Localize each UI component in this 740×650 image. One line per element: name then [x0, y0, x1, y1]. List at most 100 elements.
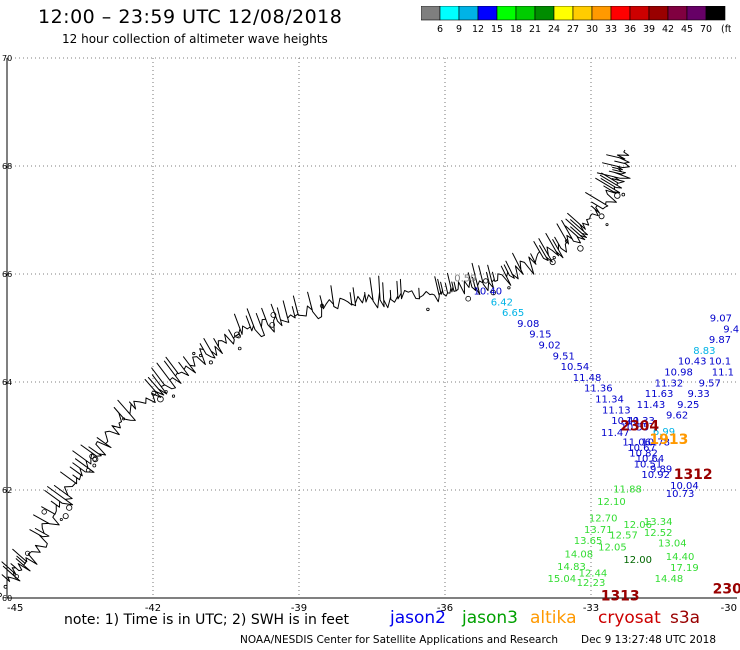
wave-height-value: 9.62: [666, 411, 688, 422]
wave-height-value: 9.08: [517, 319, 539, 330]
wave-height-value: 9.07: [710, 314, 732, 325]
wave-height-value: 6.42: [491, 297, 513, 308]
legend-tick-label: 24: [548, 24, 560, 35]
wave-height-value: 2304: [713, 582, 740, 598]
wave-height-value: 1312: [674, 467, 713, 483]
wave-height-value: 9.89: [650, 465, 672, 476]
legend-tick-label: 12: [472, 24, 484, 35]
wave-height-value: 10.41: [611, 416, 640, 427]
map-frame: [6, 58, 737, 599]
wave-height-value: 11.43: [637, 400, 666, 411]
wave-height-value: 13.34: [644, 517, 673, 528]
wave-height-value: 10.40: [473, 287, 502, 298]
wave-height-value: 11.34: [595, 395, 624, 406]
wave-height-value: 6.65: [502, 308, 524, 319]
wave-height-value: 9.25: [677, 400, 699, 411]
lat-tick-label: 68: [2, 162, 12, 171]
legend-tick-label: 30: [586, 24, 598, 35]
lon-tick-label: -33: [583, 603, 599, 614]
wave-height-value: 12.44: [579, 568, 608, 579]
wave-height-value: 10.43: [678, 357, 707, 368]
wave-height-value: 11.32: [655, 378, 684, 389]
wave-height-value: 9.4: [723, 324, 739, 335]
lat-tick-label: 62: [2, 486, 12, 495]
wave-height-value: 10.82: [629, 449, 658, 460]
wave-height-value: 11.1: [712, 368, 734, 379]
wave-height-value: 14.08: [564, 550, 593, 561]
wave-height-value: 9.87: [709, 335, 731, 346]
axis-tick-labels: 70 68 66 64 62 60-45 -42 -39 -36 -33 -30: [2, 54, 737, 614]
wave-height-value: 10.67: [627, 443, 656, 454]
legend-altika: altika: [530, 608, 577, 628]
wave-height-value: 12.52: [644, 528, 673, 539]
wave-height-value: 10.64: [636, 454, 665, 465]
wave-height-value: 14.48: [655, 574, 684, 585]
wave-height-value: 10.04: [670, 481, 699, 492]
lat-lon-grid: [7, 57, 737, 598]
wave-height-value: 11.47: [601, 428, 630, 439]
wave-height-value: 10.55: [620, 423, 649, 434]
wave-height-value: 11.88: [613, 485, 642, 496]
wave-height-value: 10.1: [709, 357, 731, 368]
wave-height-value: 14.83: [557, 562, 586, 573]
wave-height-value: 11.48: [573, 373, 602, 384]
page-subtitle: 12 hour collection of altimeter wave hei…: [62, 32, 328, 46]
wave-height-value: 10.51: [634, 459, 663, 470]
wave-height-value: 10.54: [561, 362, 590, 373]
timestamp-text: Dec 9 13:27:48 UTC 2018: [581, 634, 717, 646]
lon-tick-label: -30: [721, 603, 737, 614]
lon-tick-label: -45: [7, 603, 23, 614]
wave-height-labels: 0.5910.406.426.659.089.159.029.5110.5411…: [454, 274, 740, 605]
wave-height-value: 10.73: [666, 489, 695, 500]
lon-tick-label: -42: [145, 603, 161, 614]
wave-height-value: 1913: [649, 432, 688, 448]
legend-tick-label: 70: [700, 24, 712, 35]
legend-tick-label: 45: [681, 24, 693, 35]
wave-height-value: 11.63: [645, 389, 674, 400]
wave-height-value: 9.51: [553, 351, 575, 362]
lat-tick-label: 60: [2, 594, 12, 603]
wave-height-value: 10.92: [641, 470, 670, 481]
wave-height-value: 9.57: [699, 378, 721, 389]
greenland-coastline: [0, 149, 631, 597]
legend-tick-label: 39: [643, 24, 655, 35]
wave-height-value: 10.78: [641, 438, 670, 449]
legend-tick-label: 9: [456, 24, 462, 35]
wave-height-value: 0.59: [454, 274, 476, 285]
wave-height-value: 12.00: [623, 555, 652, 566]
legend-swatch: [705, 6, 726, 21]
wave-height-value: 6.99: [653, 427, 675, 438]
wave-height-value: 12.06: [623, 520, 652, 531]
legend-tick-label: 42: [662, 24, 674, 35]
legend-s3a: s3a: [670, 608, 701, 628]
wave-height-value: 9.02: [538, 341, 560, 352]
wave-height-value: 11.13: [602, 405, 631, 416]
wave-height-value: 9.33: [687, 389, 709, 400]
legend-tick-label: 21: [529, 24, 541, 35]
wave-height-value: 12.57: [609, 531, 638, 542]
legend-unit: (ft): [721, 24, 731, 35]
wave-height-value: 14.40: [666, 552, 695, 563]
wave-height-value: 10.33: [626, 416, 655, 427]
legend-tick-label: 36: [624, 24, 636, 35]
credit-text: NOAA/NESDIS Center for Satellite Applica…: [240, 634, 558, 646]
units-note: note: 1) Time is in UTC; 2) SWH is in fe…: [64, 612, 350, 628]
wave-height-value: 11.06: [622, 438, 651, 449]
legend-jason2: jason2: [390, 608, 446, 628]
lat-tick-label: 66: [2, 270, 12, 279]
wave-height-value: 13.71: [584, 525, 613, 536]
wave-height-value: 8.83: [693, 346, 715, 357]
lon-tick-label: -36: [437, 603, 453, 614]
legend-tick-label: 18: [510, 24, 522, 35]
wave-height-value: 17.19: [670, 563, 699, 574]
wave-height-value: 2304: [620, 419, 659, 435]
color-legend: 6 9 12 15 18 21 24 27 30 33 36 39 42 45 70 (ft): [421, 6, 731, 35]
wave-height-value: 11.36: [584, 384, 613, 395]
lat-tick-label: 70: [2, 54, 12, 63]
wave-height-value: 13.65: [574, 536, 603, 547]
legend-tick-label: 33: [605, 24, 617, 35]
lat-tick-label: 64: [2, 378, 12, 387]
page-title: 12:00 – 23:59 UTC 12/08/2018: [38, 6, 343, 28]
wave-height-value: 15.04: [547, 574, 576, 585]
